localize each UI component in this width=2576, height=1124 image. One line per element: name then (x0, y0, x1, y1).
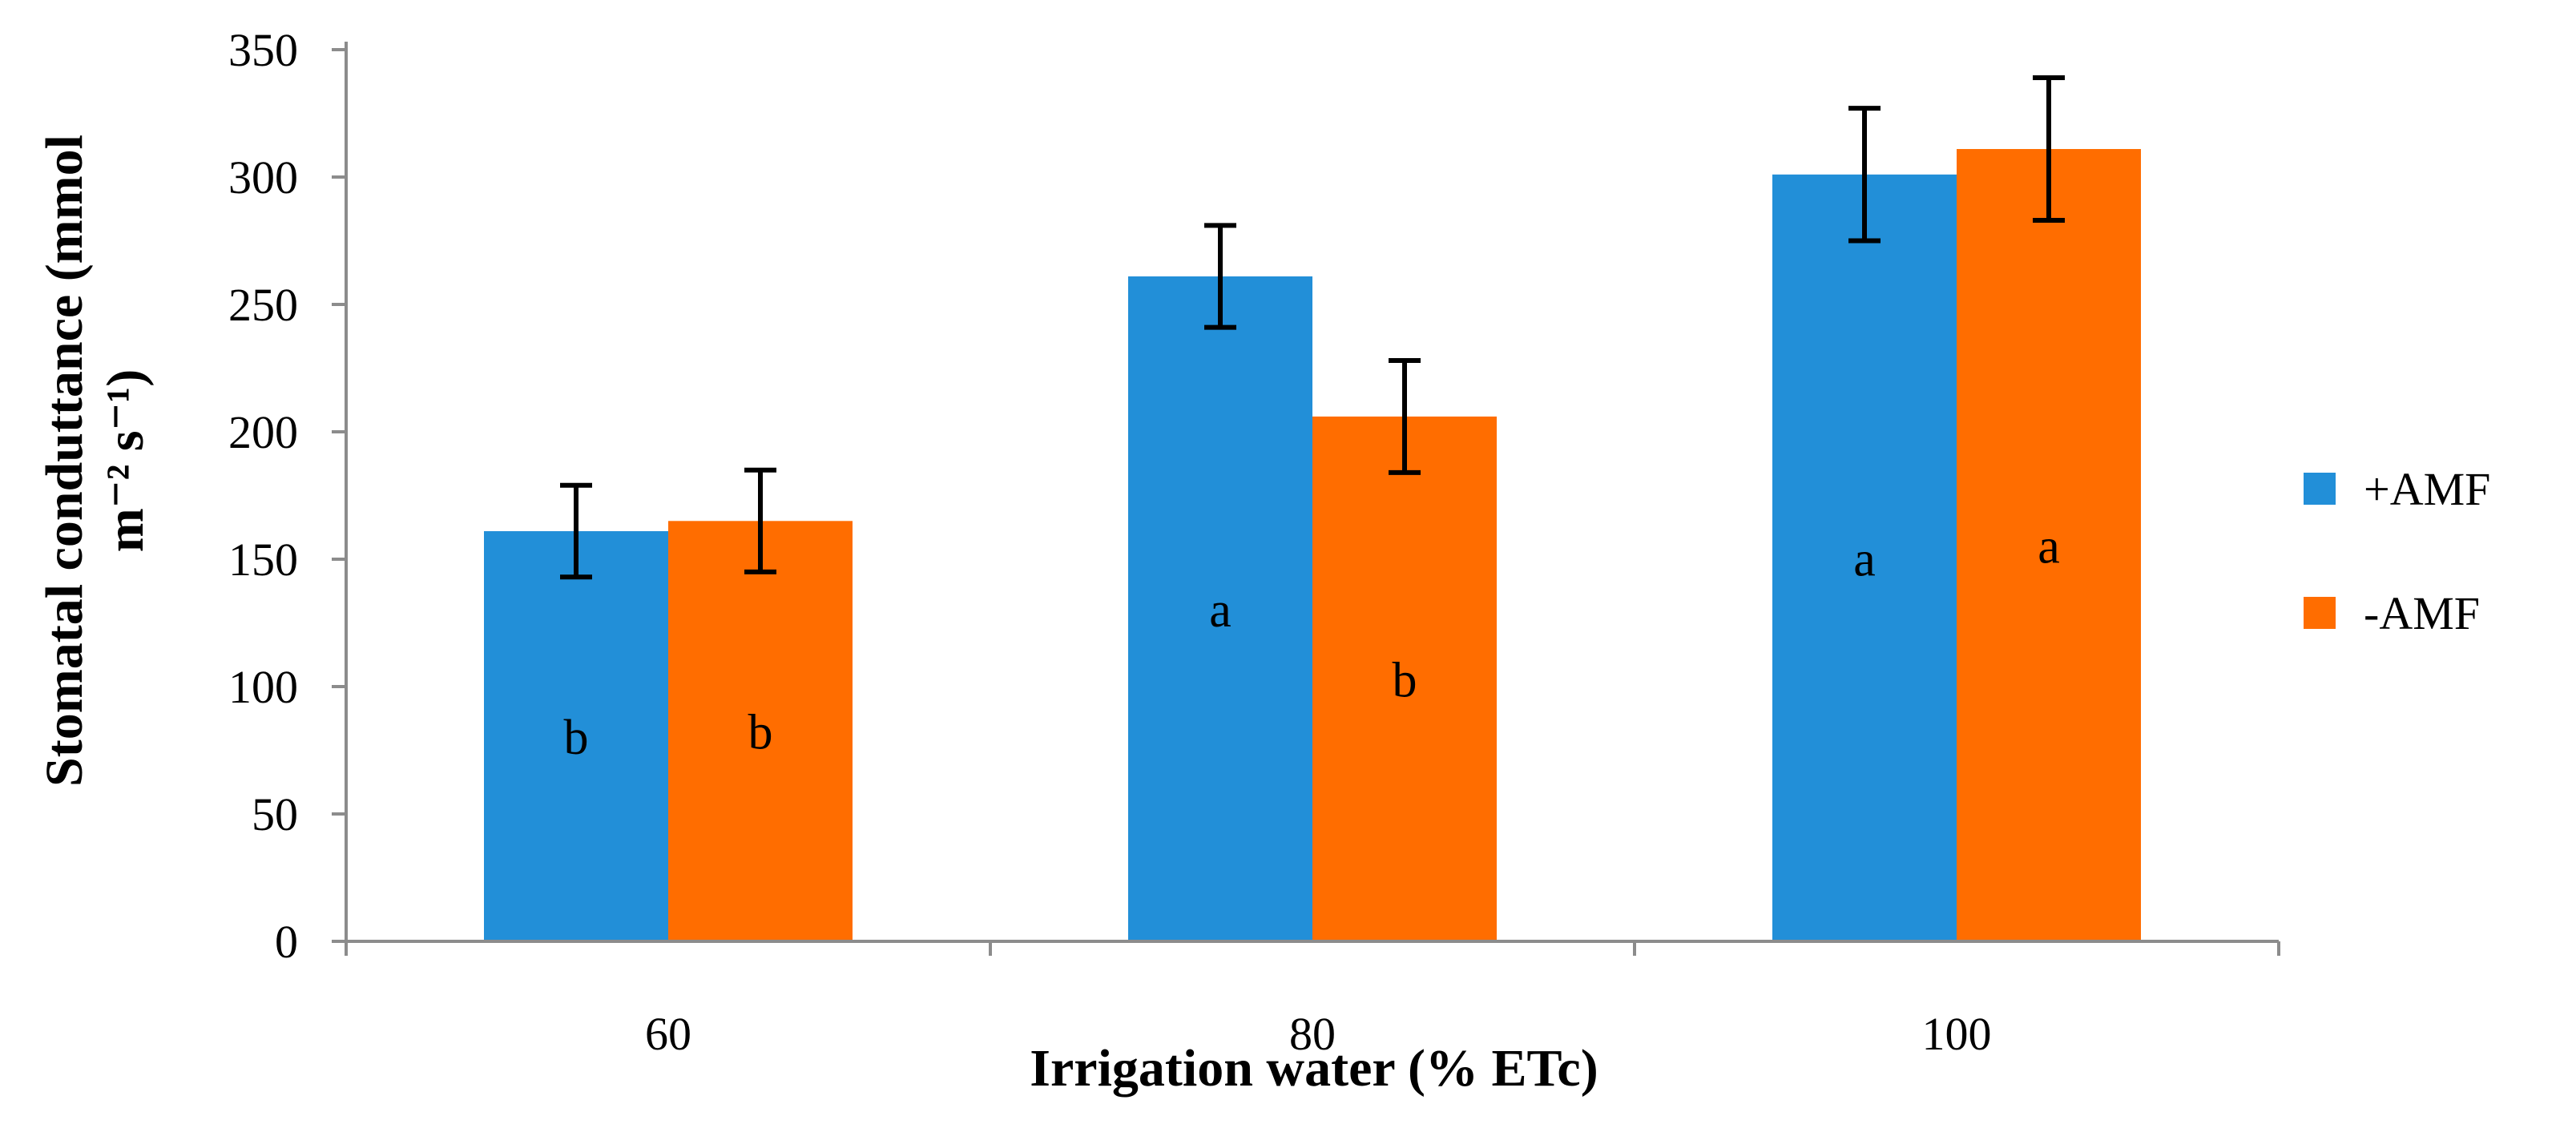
y-axis-title-line-1: Stomatal conduttance (mmol (35, 135, 94, 787)
bar-minus-amf-80 (1312, 416, 1497, 941)
significance-letter-minus-amf-80: b (1393, 653, 1417, 707)
y-tick-label-350: 350 (228, 24, 298, 76)
legend-swatch-plus-amf (2304, 473, 2336, 505)
y-tick-label-300: 300 (228, 151, 298, 203)
x-tick-label-60: 60 (645, 1008, 691, 1060)
y-tick-label-250: 250 (228, 279, 298, 331)
legend-label-plus-amf: +AMF (2364, 463, 2490, 515)
y-tick-label-150: 150 (228, 534, 298, 586)
significance-letter-plus-amf-100: a (1853, 532, 1876, 586)
bar-minus-amf-60 (668, 521, 853, 941)
x-tick-label-80: 80 (1289, 1008, 1336, 1060)
bar-plus-amf-80 (1128, 276, 1312, 941)
y-tick-label-100: 100 (228, 661, 298, 713)
plot-area: b a a b b a 0 50 100 150 200 250 300 350 60 80 100 (228, 24, 2280, 1060)
bar-plus-amf-100 (1772, 174, 1957, 941)
y-tick-label-50: 50 (252, 788, 298, 840)
y-axis-title-line-2: m⁻² s⁻¹) (96, 369, 155, 552)
significance-letter-plus-amf-60: b (564, 711, 589, 765)
significance-letter-minus-amf-100: a (2038, 520, 2060, 574)
significance-letter-plus-amf-80: a (1209, 583, 1232, 638)
significance-letter-minus-amf-60: b (748, 706, 773, 760)
legend: +AMF -AMF (2304, 463, 2490, 639)
legend-swatch-minus-amf (2304, 597, 2336, 629)
legend-label-minus-amf: -AMF (2364, 587, 2480, 639)
y-tick-label-200: 200 (228, 406, 298, 458)
x-tick-label-100: 100 (1922, 1008, 1992, 1060)
y-tick-label-0: 0 (275, 916, 298, 968)
bar-minus-amf-100 (1957, 149, 2141, 941)
x-axis-title: Irrigation water (% ETc) (1030, 1039, 1598, 1098)
bar-plus-amf-60 (484, 531, 668, 941)
y-axis-title: Stomatal conduttance (mmol m⁻² s⁻¹) (35, 135, 155, 787)
